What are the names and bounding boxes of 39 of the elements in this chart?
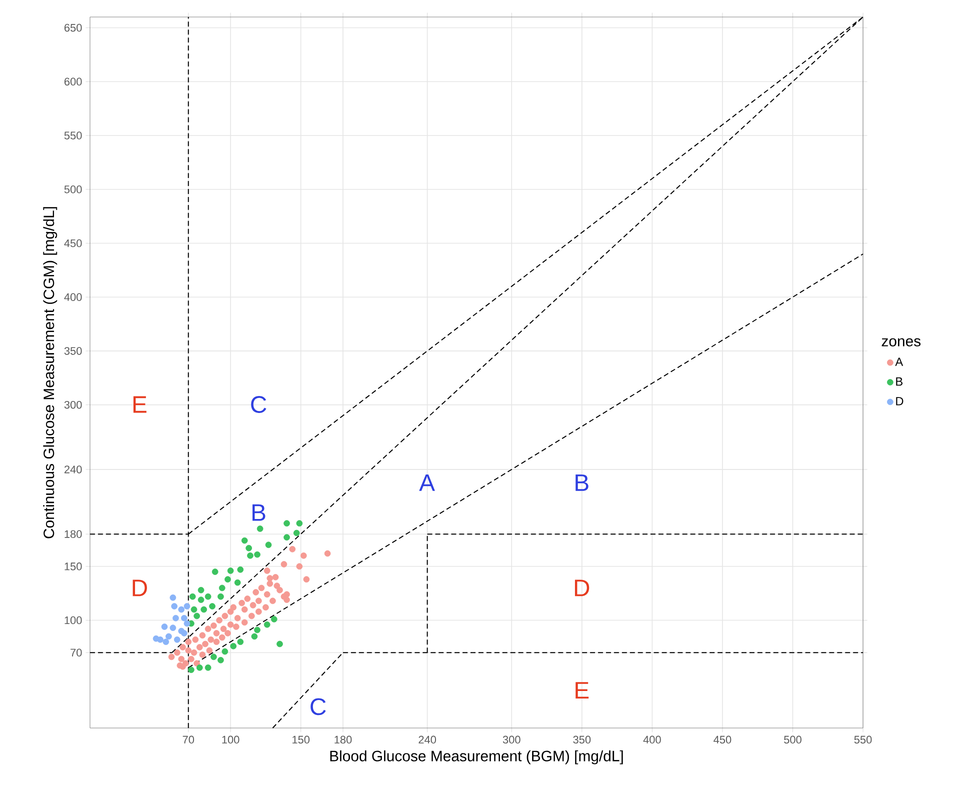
- x-tick-label: 150: [292, 736, 310, 744]
- legend-title: zones: [882, 338, 921, 346]
- x-axis-title: Blood Glucose Measurement (BGM) [mg/dL]: [330, 750, 623, 764]
- annotation: B: [576, 474, 588, 491]
- y-tick-label: 70: [70, 648, 82, 656]
- y-tick-label: 180: [64, 530, 82, 538]
- legend-label: A: [895, 358, 904, 366]
- annotation: D: [574, 580, 590, 596]
- annotation: D: [132, 580, 147, 596]
- x-tick-label: 180: [334, 736, 352, 744]
- annotation: E: [133, 396, 146, 413]
- annotation: B: [252, 504, 266, 521]
- y-tick-label: 240: [64, 466, 82, 474]
- y-tick-label: 350: [64, 347, 82, 355]
- y-tick-label: 300: [64, 400, 82, 409]
- y-tick-label: 500: [64, 185, 82, 194]
- y-tick-label: 600: [64, 78, 82, 86]
- x-tick-label: 500: [784, 736, 802, 744]
- y-tick-label: 650: [64, 24, 82, 32]
- y-tick-label: 100: [64, 616, 82, 624]
- x-tick-label: 70: [182, 736, 194, 744]
- x-tick-label: 550: [854, 736, 872, 744]
- x-tick-label: 400: [643, 736, 661, 744]
- x-tick-label: 100: [222, 736, 240, 744]
- legend-label: D: [896, 397, 904, 406]
- legend-label: B: [896, 377, 902, 386]
- x-tick-label: 450: [714, 736, 732, 744]
- y-tick-label: 150: [64, 562, 82, 570]
- annotation: A: [419, 474, 435, 491]
- annotation: C: [251, 396, 266, 413]
- annotation: C: [310, 698, 326, 716]
- x-tick-label: 300: [502, 736, 520, 744]
- x-tick-label: 350: [573, 736, 591, 744]
- y-tick-label: 450: [64, 239, 82, 248]
- y-axis-title: Continuous Glucose Measurement (CGM) [mg/dL]: [43, 207, 58, 538]
- annotation: E: [576, 682, 589, 699]
- y-tick-label: 400: [64, 293, 82, 301]
- x-tick-label: 240: [418, 736, 436, 744]
- y-tick-label: 550: [64, 132, 82, 140]
